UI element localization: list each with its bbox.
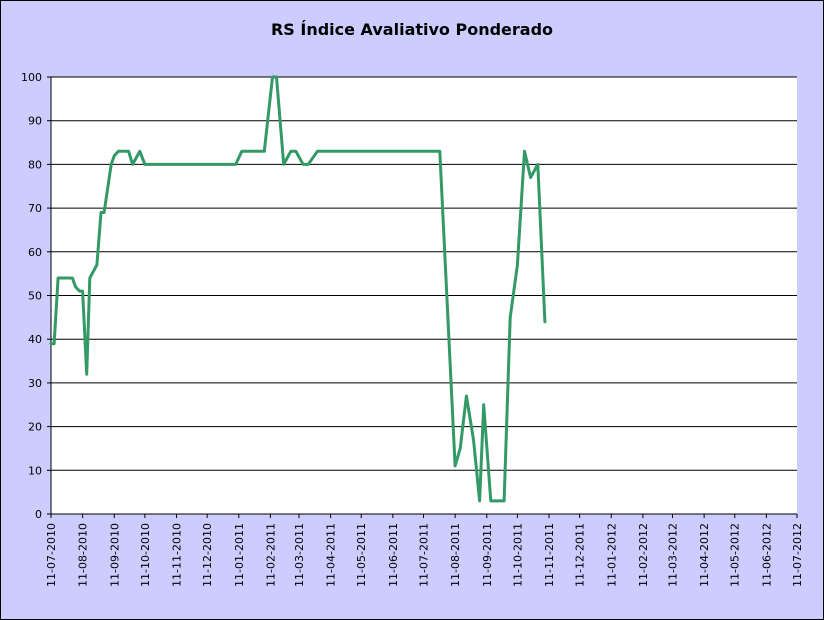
x-tick-label: 11-05-2011: [355, 523, 368, 587]
x-tick-label: 11-03-2012: [666, 523, 679, 587]
x-axis-tick-labels: 11-07-2010 11-08-2010 11-09-2010 11-10-2010…: [45, 523, 804, 587]
x-tick-label: 11-11-2010: [171, 523, 184, 587]
y-tick-label: 60: [28, 246, 42, 259]
y-axis-tick-labels: 0 10 20 30 40 50 60 70 80 90 100: [21, 71, 42, 521]
x-tick-label: 11-03-2011: [293, 523, 306, 587]
y-tick-label: 40: [28, 333, 42, 346]
gridlines: [51, 76, 797, 471]
x-tick-label: 11-11-2011: [543, 523, 556, 587]
y-tick-label: 90: [28, 115, 42, 128]
x-tick-label: 11-06-2012: [760, 523, 773, 587]
x-tick-label: 11-12-2011: [574, 523, 587, 587]
x-tick-label: 11-08-2010: [77, 523, 90, 587]
x-tick-label: 11-09-2011: [481, 523, 494, 587]
y-tick-label: 80: [28, 158, 42, 171]
y-tick-label: 0: [35, 508, 42, 521]
y-tick-label: 50: [28, 290, 42, 303]
x-tick-label: 11-08-2011: [449, 523, 462, 587]
x-tick-label: 11-01-2011: [233, 523, 246, 587]
x-tick-label: 11-09-2010: [108, 523, 121, 587]
x-tick-label: 11-04-2011: [325, 523, 338, 587]
x-tick-label: 11-07-2012: [791, 523, 804, 587]
chart-title: RS Índice Avaliativo Ponderado: [270, 20, 554, 39]
x-tick-label: 11-02-2012: [637, 523, 650, 587]
x-tick-label: 11-06-2011: [387, 523, 400, 587]
x-tick-label: 11-07-2010: [45, 523, 58, 587]
x-tick-label: 11-01-2012: [605, 523, 618, 587]
y-tick-label: 100: [21, 71, 42, 84]
x-tick-label: 11-04-2012: [698, 523, 711, 587]
x-tick-label: 11-05-2012: [729, 523, 742, 587]
axes: [47, 76, 798, 518]
y-tick-label: 70: [28, 202, 42, 215]
x-tick-label: 11-12-2010: [201, 523, 214, 587]
x-tick-label: 11-10-2010: [139, 523, 152, 587]
series-line: [49, 75, 547, 503]
y-tick-label: 20: [28, 421, 42, 434]
series-layer: [49, 75, 547, 503]
y-tick-label: 30: [28, 377, 42, 390]
x-tick-label: 11-10-2011: [511, 523, 524, 587]
y-tick-label: 10: [28, 464, 42, 477]
x-tick-label: 11-07-2011: [417, 523, 430, 587]
x-tick-label: 11-02-2011: [264, 523, 277, 587]
